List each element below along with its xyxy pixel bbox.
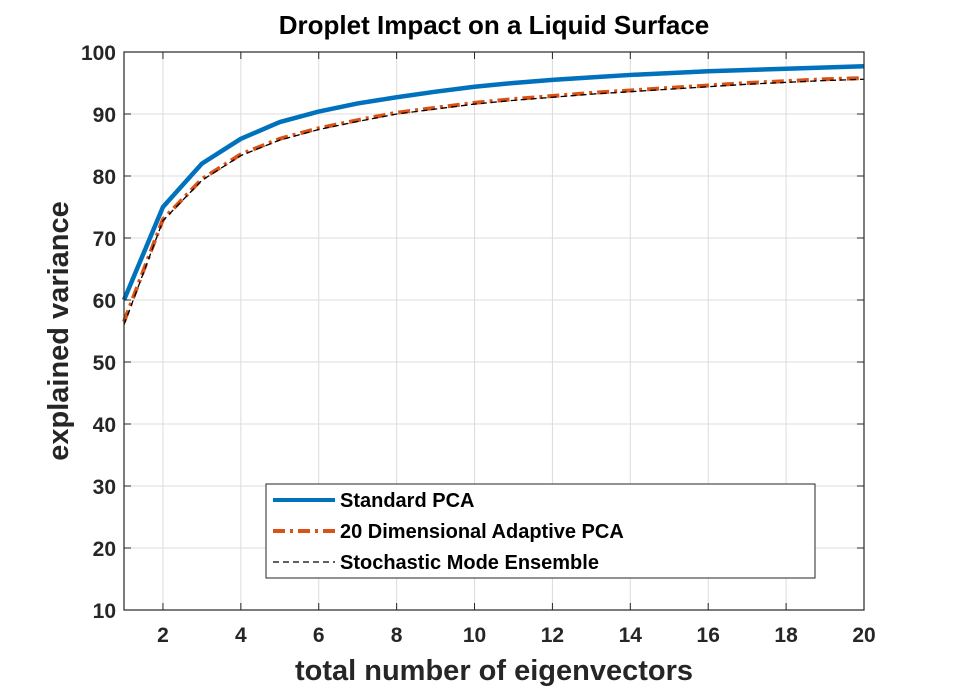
series-layer: [121, 64, 865, 326]
y-tick-label: 40: [93, 414, 116, 437]
x-tick-label: 12: [541, 624, 564, 647]
legend-label-adaptive-pca: 20 Dimensional Adaptive PCA: [340, 521, 624, 543]
x-tick-label: 16: [697, 624, 720, 647]
x-tick-label: 2: [157, 624, 169, 647]
y-tick-label: 60: [93, 290, 116, 313]
legend-label-standard-pca: Standard PCA: [340, 490, 474, 512]
y-tick-label: 20: [93, 538, 116, 561]
y-tick-label: 80: [93, 166, 116, 189]
legend: Standard PCA 20 Dimensional Adaptive PCA…: [265, 483, 816, 579]
y-tick-label: 10: [93, 600, 116, 623]
x-tick-label: 10: [463, 624, 486, 647]
ticks: 2 4 6 8 10 12 14 16 18 20 10 20 30 40 50 60 70 80 90 100: [81, 42, 876, 647]
legend-label-stochastic-ensemble: Stochastic Mode Ensemble: [340, 552, 599, 574]
x-tick-label: 14: [619, 624, 643, 647]
y-tick-label: 100: [81, 42, 116, 65]
series-line-20-dimensional-adaptive-pca: [122, 76, 865, 323]
chart-title: Droplet Impact on a Liquid Surface: [279, 10, 710, 40]
legend-box: [265, 483, 816, 579]
series-line-stochastic-mode-ensemble: [123, 78, 865, 326]
y-tick-label: 70: [93, 228, 116, 251]
y-tick-label: 90: [93, 104, 116, 127]
x-tick-label: 18: [774, 624, 798, 647]
y-tick-label: 50: [93, 352, 116, 375]
x-tick-label: 4: [235, 624, 247, 647]
series-line-standard-pca: [121, 64, 865, 301]
x-axis-label: total number of eigenvectors: [295, 655, 693, 687]
y-tick-label: 30: [93, 476, 116, 499]
axes-box: [123, 51, 865, 611]
x-tick-label: 6: [313, 624, 325, 647]
x-tick-label: 8: [391, 624, 403, 647]
x-tick-label: 20: [852, 624, 875, 647]
y-axis-label: explained variance: [43, 201, 75, 461]
